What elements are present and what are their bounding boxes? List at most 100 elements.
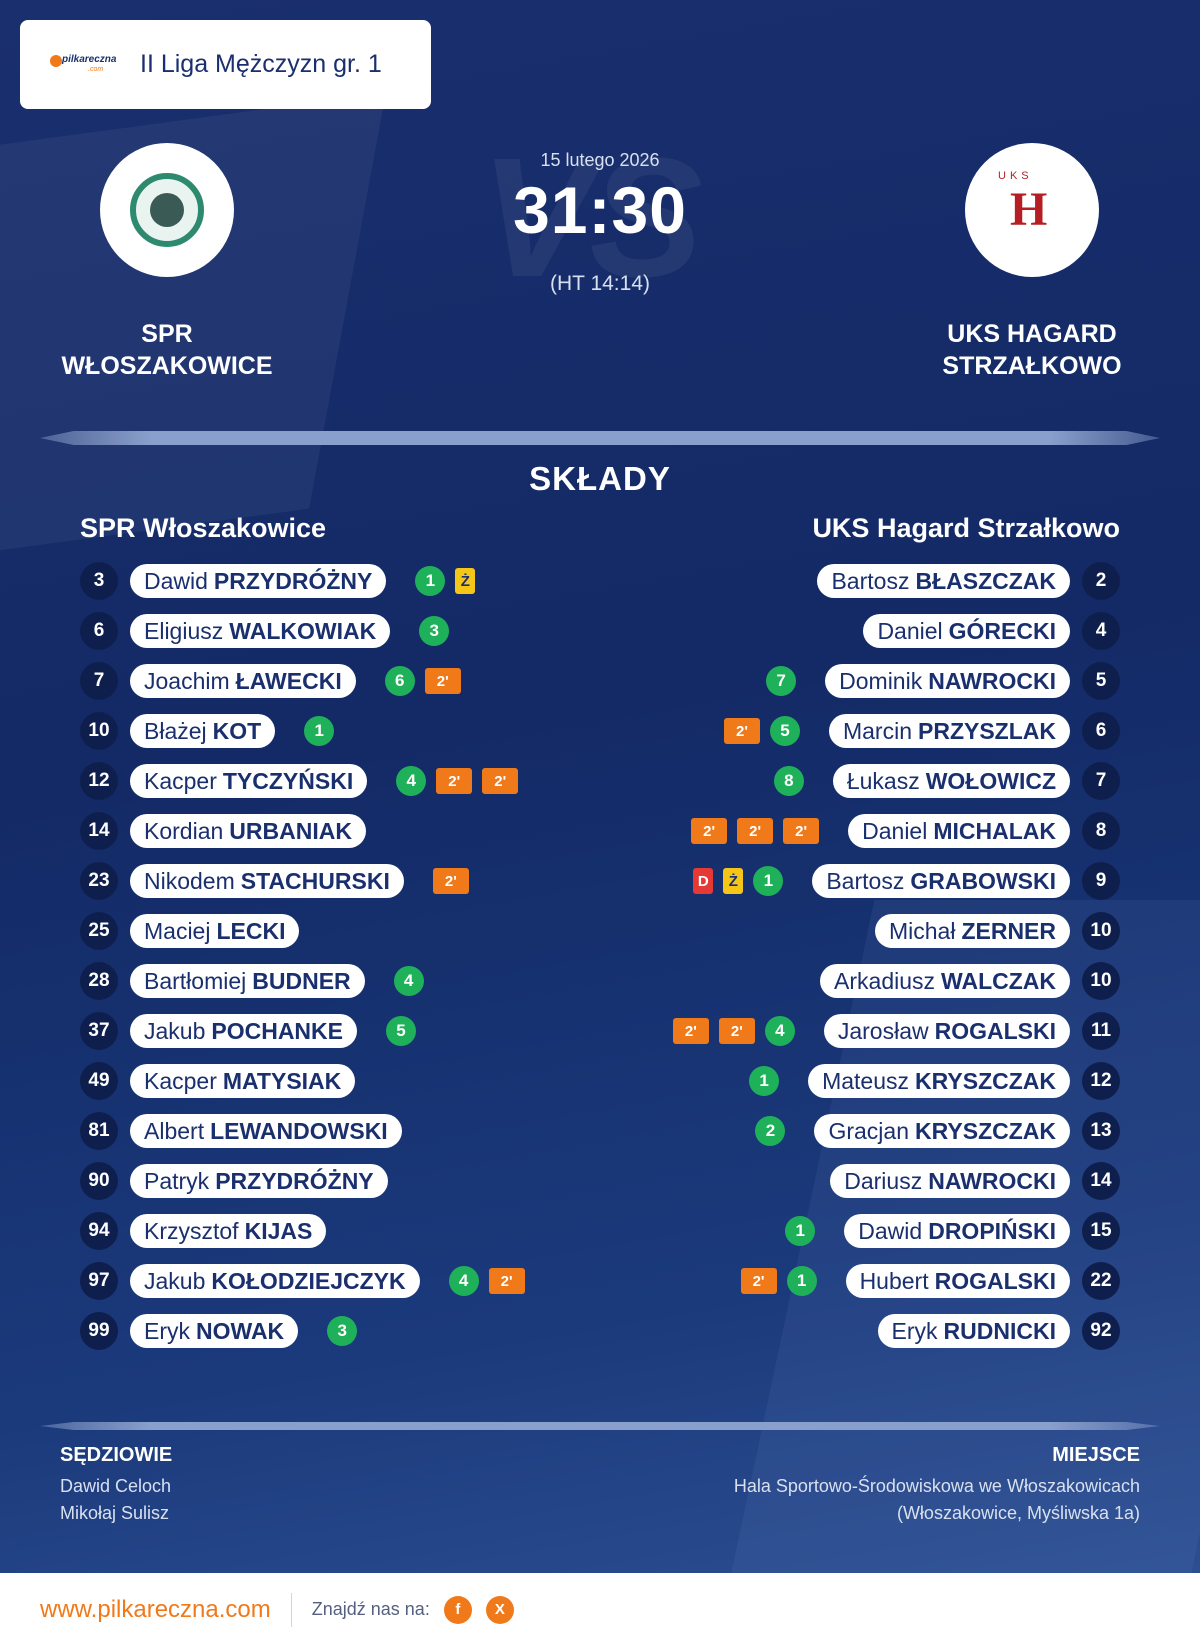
match-score: 31:30 [513,173,687,247]
shirt-number: 8 [1082,812,1120,850]
suspension-badge: 2' [691,818,728,844]
referee-name: Dawid Celoch [60,1476,172,1496]
player-last-name: KRYSZCZAK [915,1117,1056,1144]
suspension-badge: 2' [432,868,469,894]
away-lineup: 2 Bartosz BŁASZCZAK 4 Daniel GÓRECKI 5 Dominik N… [668,556,1120,1356]
player-events: 3 [414,616,454,646]
shirt-number: 7 [80,662,118,700]
player-name: Hubert ROGALSKI [845,1264,1070,1298]
shirt-number: 7 [1082,762,1120,800]
home-player-row: 25 Maciej LECKI [80,906,530,956]
player-last-name: WALKOWIAK [229,617,377,644]
shirt-number: 6 [1082,712,1120,750]
shirt-number: 81 [80,1112,118,1150]
goals-badge: 1 [749,1066,780,1096]
player-events: 1 [780,1216,820,1246]
home-crest-icon [130,173,204,247]
yellow-card-badge: Ż [723,868,744,894]
player-first-name: Michał [888,917,956,944]
shirt-number: 97 [80,1262,118,1300]
halftime-score: (HT 14:14) [550,272,650,295]
shirt-number: 92 [1082,1312,1120,1350]
player-last-name: ROGALSKI [934,1267,1056,1294]
player-name: Jakub POCHANKE [130,1014,357,1048]
shirt-number: 14 [1082,1162,1120,1200]
player-last-name: POCHANKE [211,1017,343,1044]
red-card-badge: D [693,868,714,894]
player-name: Nikodem STACHURSKI [130,864,404,898]
player-events: 2' 5 [719,716,805,746]
shirt-number: 2 [1082,562,1120,600]
away-player-row: 2 Bartosz BŁASZCZAK [668,556,1120,606]
player-first-name: Dawid [144,567,208,594]
player-first-name: Patryk [144,1167,210,1194]
home-player-row: 81 Albert LEWANDOWSKI [80,1106,530,1156]
shirt-number: 12 [1082,1062,1120,1100]
suspension-badge: 2' [424,668,461,694]
suspension-badge: 2' [723,718,760,744]
player-name: Eligiusz WALKOWIAK [130,614,391,648]
player-name: Kacper MATYSIAK [130,1064,356,1098]
away-team-name: UKS HAGARD STRZAŁKOWO [942,320,1122,380]
suspension-badge: 2' [718,1018,755,1044]
player-events: 2' 2' 4 [668,1016,800,1046]
player-events: 8 [769,766,809,796]
shirt-number: 25 [80,912,118,950]
player-first-name: Eryk [144,1317,190,1344]
site-link[interactable]: www.pilkareczna.com [40,1595,271,1623]
player-last-name: NAWROCKI [928,1167,1056,1194]
player-name: Kacper TYCZYŃSKI [130,764,368,798]
goals-badge: 3 [419,616,450,646]
home-player-row: 28 Bartłomiej BUDNER 4 [80,956,530,1006]
shirt-number: 23 [80,862,118,900]
home-player-row: 94 Krzysztof KIJAS [80,1206,530,1256]
goals-badge: 1 [415,566,446,596]
player-last-name: ROGALSKI [934,1017,1056,1044]
player-events: 1 [299,716,339,746]
player-first-name: Jarosław [837,1017,929,1044]
player-last-name: LECKI [216,917,286,944]
venue-name: Hala Sportowo-Środowiskowa we Włoszakowi… [733,1476,1140,1496]
away-player-row: 10 Michał ZERNER [668,906,1120,956]
shirt-number: 90 [80,1162,118,1200]
player-name: Eryk RUDNICKI [877,1314,1070,1348]
player-name: Daniel MICHALAK [848,814,1070,848]
player-first-name: Jakub [144,1017,206,1044]
player-first-name: Błażej [144,717,207,744]
player-events: 4 2' 2' [391,766,523,796]
goals-badge: 4 [448,1266,479,1296]
home-squad-title: SPR Włoszakowice [80,513,327,543]
player-last-name: PRZYSZLAK [918,717,1056,744]
goals-badge: 1 [786,1266,817,1296]
player-name: Dariusz NAWROCKI [830,1164,1070,1198]
facebook-icon[interactable]: f [443,1595,472,1624]
player-first-name: Krzysztof [144,1217,239,1244]
shirt-number: 10 [1082,962,1120,1000]
player-first-name: Albert [144,1117,205,1144]
away-player-row: 5 Dominik NAWROCKI 7 [668,656,1120,706]
player-events: 4 [389,966,429,996]
player-last-name: GRABOWSKI [910,867,1056,894]
home-player-row: 97 Jakub KOŁODZIEJCZYK 4 2' [80,1256,530,1306]
player-first-name: Mateusz [822,1067,910,1094]
shirt-number: 15 [1082,1212,1120,1250]
player-name: Arkadiusz WALCZAK [820,964,1070,998]
player-first-name: Arkadiusz [834,967,936,994]
x-icon[interactable]: X [485,1595,514,1624]
player-last-name: MICHALAK [933,817,1056,844]
player-last-name: KRYSZCZAK [915,1067,1056,1094]
player-last-name: LEWANDOWSKI [210,1117,388,1144]
player-events: 2' [428,868,474,894]
shirt-number: 14 [80,812,118,850]
home-player-row: 7 Joachim ŁAWECKI 6 2' [80,656,530,706]
player-first-name: Maciej [144,917,211,944]
player-name: Bartłomiej BUDNER [130,964,365,998]
player-last-name: STACHURSKI [240,867,390,894]
home-player-row: 14 Kordian URBANIAK [80,806,530,856]
player-events: 3 [322,1316,362,1346]
goals-badge: 8 [773,766,804,796]
away-team-logo: UKS H [965,143,1099,277]
player-last-name: DROPIŃSKI [928,1217,1056,1244]
brand-logo-text: pilkareczna [62,53,117,65]
